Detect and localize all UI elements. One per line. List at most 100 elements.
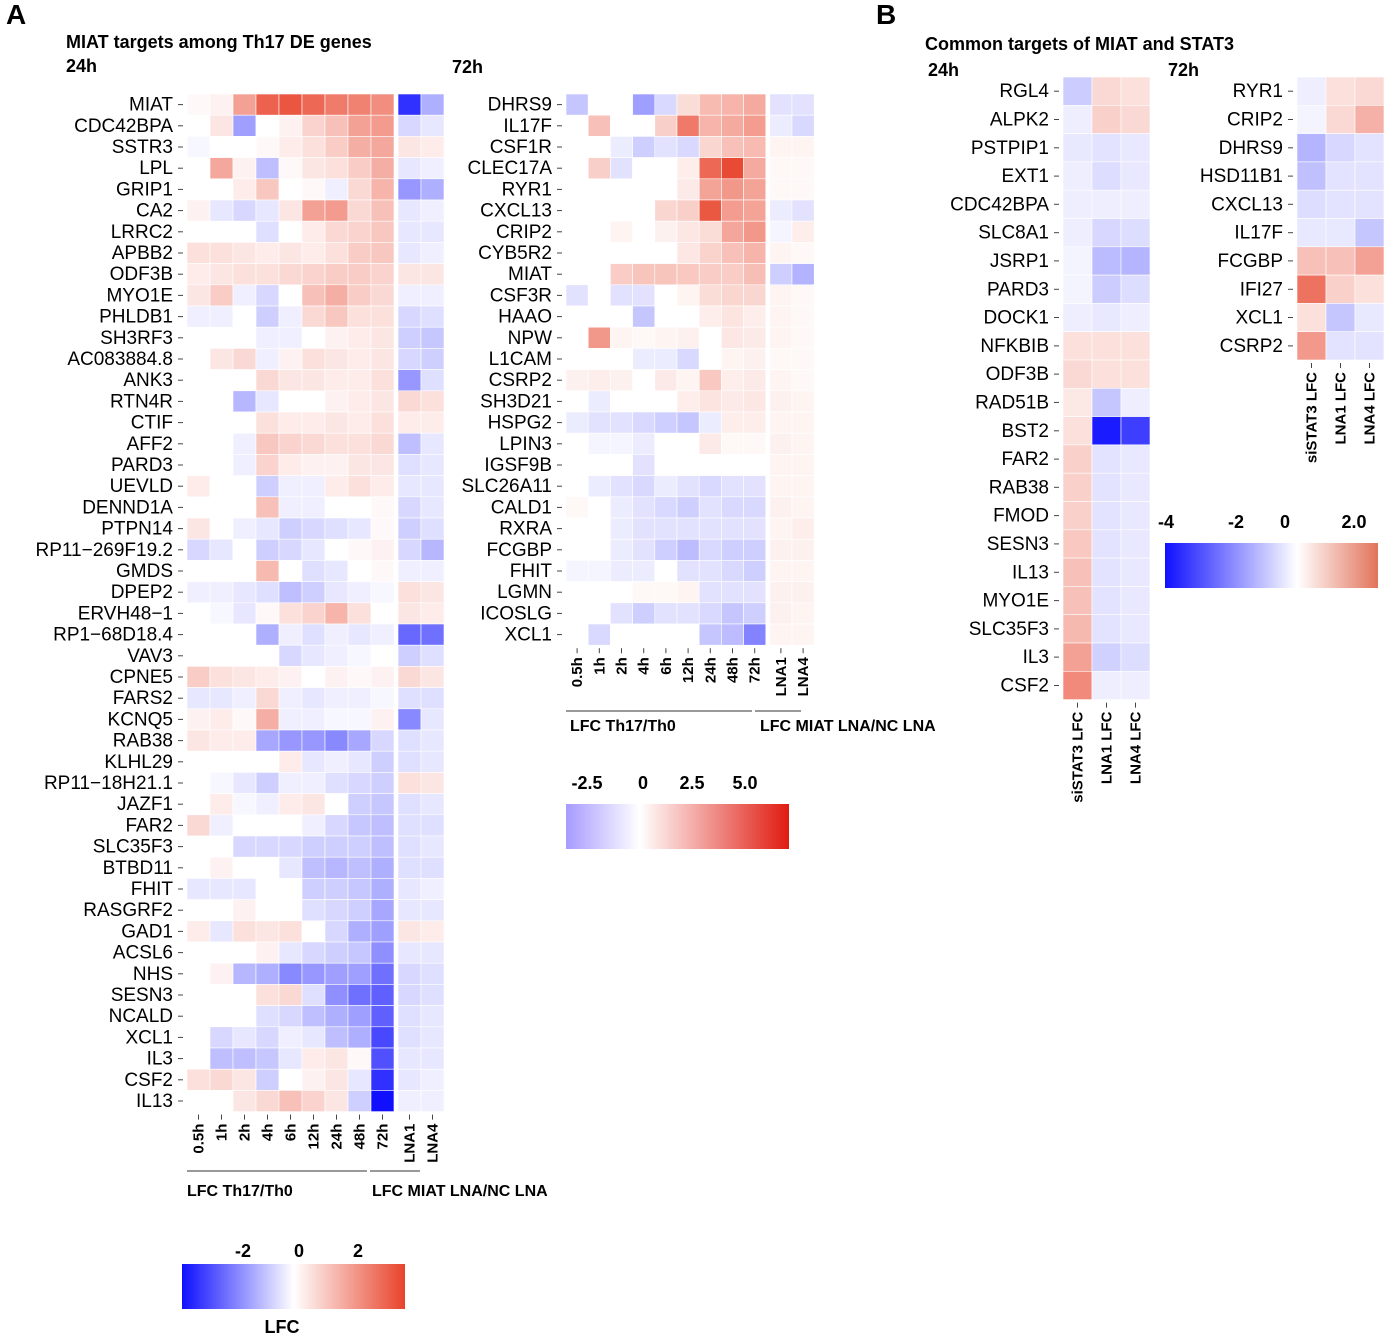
heatmap-cell: [209, 136, 234, 158]
heatmap-cell: [397, 856, 422, 879]
heatmap-cell: [420, 856, 445, 879]
heatmap-cell: [769, 220, 793, 243]
heatmap-cell: [1091, 303, 1122, 332]
heatmap-cell: [420, 750, 445, 773]
heatmap-cell: [420, 348, 445, 370]
column-label: 4h: [260, 1124, 277, 1142]
heatmap-cell: [255, 644, 280, 667]
heatmap-cell: [397, 560, 422, 582]
heatmap-cell: [565, 199, 589, 222]
heatmap-cell: [370, 517, 395, 540]
heatmap-cell: [370, 750, 395, 773]
heatmap-cell: [209, 538, 234, 561]
heatmap-cell: [420, 305, 445, 328]
heatmap-cell: [420, 517, 445, 540]
heatmap-cell: [1091, 444, 1122, 474]
heatmap-cell: [232, 623, 257, 646]
heatmap-cell: [347, 666, 372, 688]
heatmap-cell: [186, 602, 211, 625]
heatmap-cell: [587, 348, 611, 370]
heatmap-cell: [278, 390, 303, 413]
heatmap-cell: [610, 390, 633, 413]
heatmap-cell: [610, 305, 633, 328]
heatmap-cell: [1354, 161, 1385, 191]
heatmap-cell: [232, 348, 257, 370]
colorbar-lfc-label: LFC: [265, 1317, 300, 1337]
heatmap-cell: [397, 602, 422, 625]
heatmap-cell: [232, 772, 257, 794]
panel-b-72h-subtitle: 72h: [1168, 60, 1199, 80]
heatmap-cell: [1091, 501, 1122, 531]
heatmap-cell: [186, 835, 211, 858]
heatmap-cell: [255, 1068, 280, 1091]
heatmap-cell: [420, 560, 445, 582]
column-label: 0.5h: [191, 1124, 208, 1154]
heatmap-cell: [397, 941, 422, 964]
heatmap-cell: [610, 93, 633, 116]
heatmap-cell: [769, 475, 793, 498]
heatmap-cell: [301, 284, 326, 307]
heatmap-cell: [743, 432, 767, 455]
heatmap-cell: [610, 199, 633, 222]
heatmap-cell: [791, 114, 815, 137]
heatmap-cell: [698, 305, 722, 328]
heatmap-cell: [324, 284, 349, 307]
heatmap-cell: [420, 1026, 445, 1049]
heatmap-cell: [232, 114, 257, 137]
heatmap-cell: [632, 538, 656, 561]
column-label: LNA4: [425, 1123, 442, 1163]
heatmap-cell: [1120, 642, 1151, 672]
heatmap-cell: [232, 814, 257, 837]
heatmap-cell: [255, 496, 280, 519]
heatmap-cell: [255, 348, 280, 370]
heatmap-cell: [587, 136, 611, 158]
heatmap-cell: [743, 538, 767, 561]
heatmap-cell: [632, 157, 656, 180]
heatmap-cell: [324, 644, 349, 667]
heatmap-cell: [587, 560, 611, 582]
heatmap-cell: [186, 263, 211, 286]
heatmap-cell: [397, 284, 422, 307]
heatmap-cell: [209, 729, 234, 752]
heatmap-cell: [209, 1090, 234, 1112]
row-label: IL17F: [1234, 223, 1283, 244]
heatmap-cell: [186, 666, 211, 688]
heatmap-cell: [769, 284, 793, 307]
heatmap-cell: [397, 411, 422, 434]
group-label-lna-a24: LFC MIAT LNA/NC LNA: [372, 1183, 548, 1200]
heatmap-cell: [255, 602, 280, 625]
heatmap-cell: [587, 157, 611, 180]
heatmap-cell: [347, 348, 372, 370]
heatmap-cell: [232, 644, 257, 667]
heatmap-cell: [209, 369, 234, 392]
heatmap-cell: [654, 560, 678, 582]
heatmap-cell: [610, 136, 633, 158]
heatmap-cell: [324, 835, 349, 858]
heatmap-cell: [791, 538, 815, 561]
heatmap-cell: [721, 602, 744, 625]
heatmap-cell: [186, 93, 211, 116]
heatmap-cell: [347, 644, 372, 667]
heatmap-cell: [186, 962, 211, 985]
colorbar-b-tick: -4: [1158, 512, 1174, 532]
heatmap-cell: [209, 666, 234, 688]
heatmap-cell: [255, 305, 280, 328]
heatmap-cell: [698, 390, 722, 413]
heatmap-cell: [278, 1068, 303, 1091]
heatmap-cell: [420, 984, 445, 1006]
heatmap-cell: [301, 348, 326, 370]
heatmap-cell: [347, 962, 372, 985]
row-label: CYB5R2: [478, 243, 552, 264]
heatmap-cell: [1120, 472, 1151, 502]
heatmap-cell: [420, 814, 445, 837]
column-label: 12h: [680, 657, 697, 683]
heatmap-cell: [565, 114, 589, 137]
heatmap-cell: [632, 326, 656, 349]
heatmap-cell: [370, 899, 395, 922]
heatmap-cell: [232, 1068, 257, 1091]
heatmap-cell: [676, 199, 700, 222]
heatmap-cell: [743, 178, 767, 201]
heatmap-cell: [791, 454, 815, 476]
heatmap-cell: [186, 242, 211, 264]
heatmap-cell: [1325, 76, 1356, 106]
